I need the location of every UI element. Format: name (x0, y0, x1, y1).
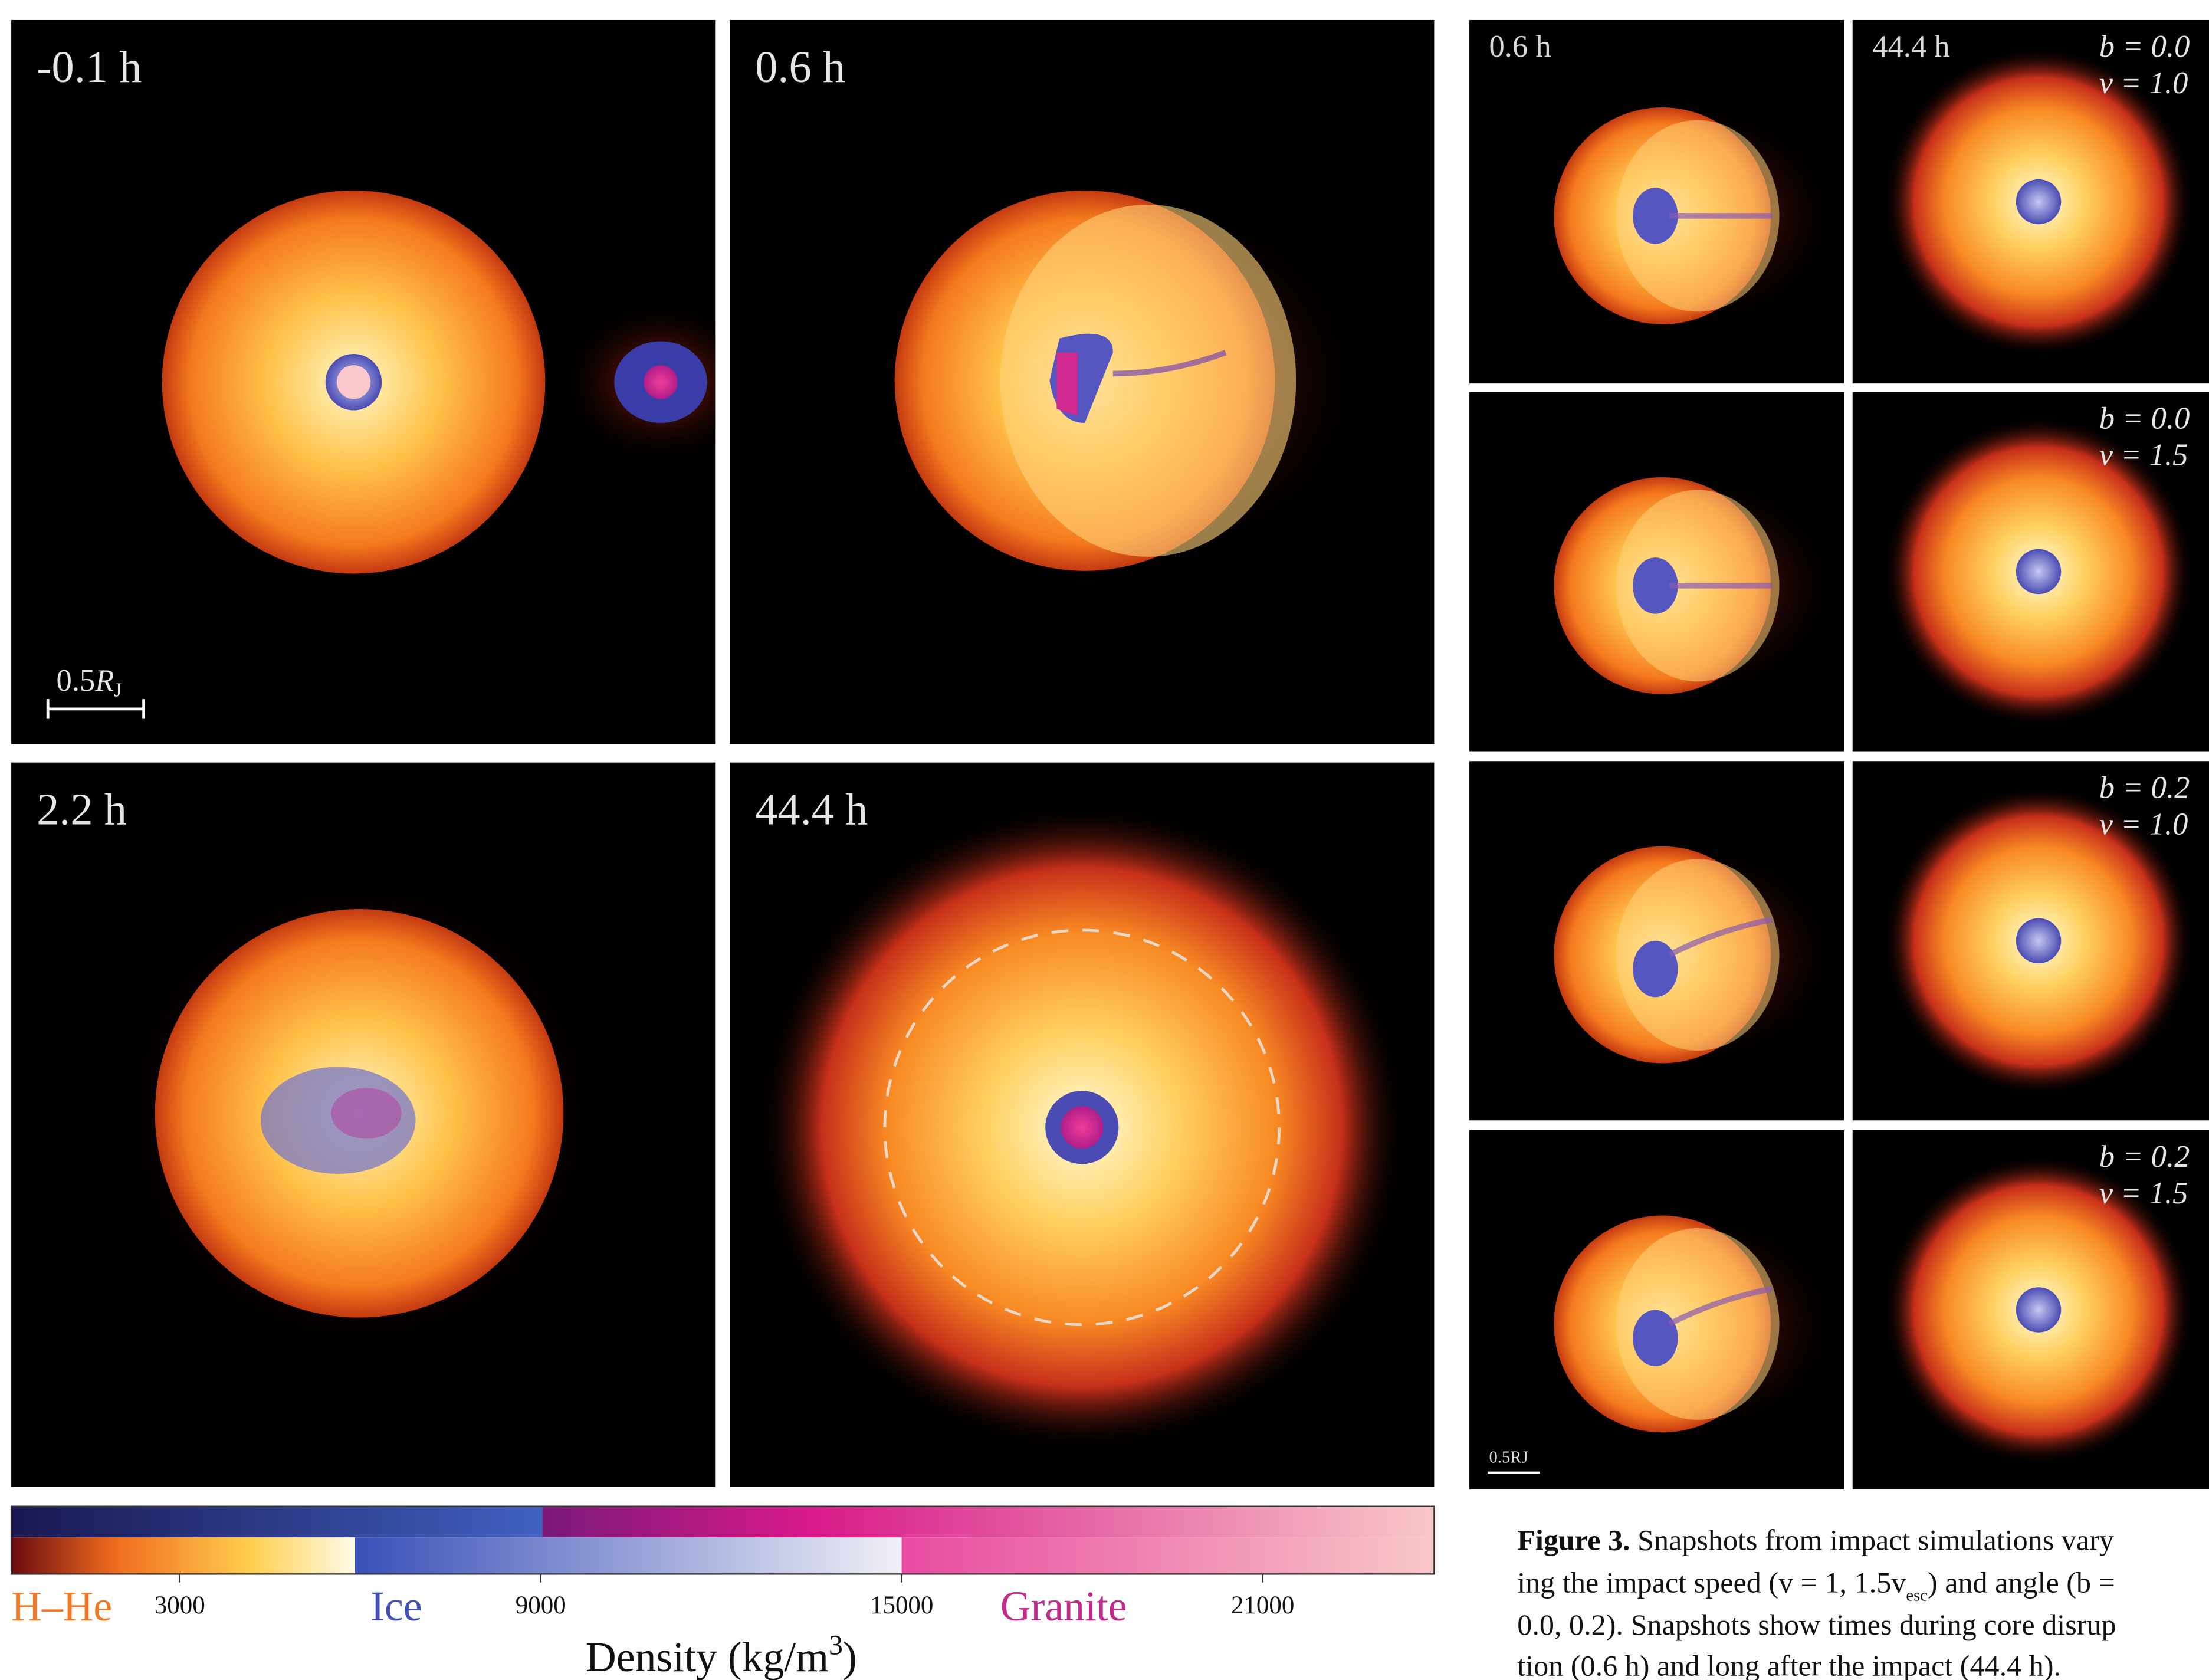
parameter-label: b = 0.0 (2099, 402, 2190, 436)
circle (1061, 1106, 1103, 1149)
core (1633, 1310, 1678, 1367)
time-label: 0.6 h (1489, 29, 1551, 64)
rect (355, 1537, 902, 1574)
parameter-grid: b = 0.0v = 1.0b = 0.0v = 1.5b = 0.2v = 1… (1469, 20, 2209, 1489)
panel: 2.2 h (11, 763, 715, 1487)
parameter-label: b = 0.0 (2099, 29, 2190, 64)
text: ing the impact speed (v = 1, 1.5vesc) an… (1517, 1566, 2115, 1604)
tspan: 0.5 (57, 664, 96, 698)
rect (11, 1537, 355, 1574)
tspan: Figure 3. (1517, 1524, 1630, 1557)
scale-bar-text: R (1510, 1448, 1522, 1467)
rect (902, 1537, 1435, 1574)
tspan: Density (kg/m (586, 1634, 829, 1680)
material-label: Granite (1000, 1583, 1127, 1630)
tspan (1630, 1524, 1638, 1557)
tspan: ing the impact speed (v = 1, 1.5v (1517, 1566, 1906, 1599)
core (2016, 1287, 2061, 1332)
scale-bar-label: 0.5RJ (1489, 1448, 1528, 1467)
time-label: 2.2 h (37, 785, 127, 835)
panel: -0.1 h 0.5RJ (11, 20, 762, 744)
text: 0.0, 0.2). Snapshots show times during c… (1517, 1608, 2116, 1641)
tick-label: 9000 (516, 1592, 566, 1619)
tspan: ) (843, 1634, 857, 1680)
tspan: esc (1906, 1586, 1928, 1605)
tspan: J (114, 679, 122, 701)
parameter-label: v = 1.0 (2099, 807, 2188, 841)
rect (543, 1507, 1435, 1538)
parameter-label: v = 1.0 (2099, 66, 2188, 100)
time-label: 0.6 h (755, 42, 845, 92)
parameter-label: b = 0.2 (2099, 770, 2190, 805)
tick-label: 15000 (870, 1592, 933, 1619)
panel: 0.6 h (730, 20, 1434, 744)
tick-label: 21000 (1231, 1592, 1294, 1619)
tspan: ) and angle (b = (1928, 1566, 2115, 1599)
tspan: 3 (829, 1629, 843, 1661)
scale-bar-text: 0.5 (1489, 1448, 1511, 1467)
figure: -0.1 h 0.5RJ 0.6 h 2.2 h 44.4 h b = 0.0v… (0, 0, 2209, 1680)
g (895, 191, 1367, 571)
ellipse (1000, 205, 1296, 557)
caption: Figure 3. Snapshots from impact simulati… (1517, 1524, 2116, 1680)
tspan: Snapshots from impact simulations vary (1637, 1524, 2114, 1557)
panel: 44.4 h (730, 763, 1434, 1487)
time-label: 44.4 h (1872, 29, 1949, 64)
time-label: -0.1 h (37, 42, 142, 92)
tspan: R (94, 664, 114, 698)
circle (337, 365, 370, 399)
path (1056, 353, 1078, 416)
circle (644, 365, 677, 399)
text: tion (0.6 h) and long after the impact (… (1517, 1649, 2061, 1680)
colorbar-label: Density (kg/m3) (586, 1629, 857, 1680)
core (2016, 179, 2061, 224)
parameter-label: v = 1.5 (2099, 1176, 2188, 1210)
material-label: H–He (11, 1583, 112, 1630)
scale-bar: 0.5RJ (57, 664, 122, 701)
ellipse (331, 1088, 401, 1138)
tick-label: 3000 (155, 1592, 205, 1619)
colorbar: H–He Ice Granite Density (kg/m3) 3000 900… (11, 1507, 1434, 1680)
parameter-label: b = 0.2 (2099, 1140, 2190, 1174)
material-label: Ice (370, 1583, 422, 1630)
rect (11, 1507, 542, 1538)
core (1633, 941, 1678, 998)
time-label: 44.4 h (755, 785, 868, 835)
text: Figure 3. Snapshots from impact simulati… (1517, 1524, 2114, 1557)
core (2016, 918, 2061, 963)
parameter-label: v = 1.5 (2099, 438, 2188, 472)
core (2016, 549, 2061, 594)
scale-bar-text: J (1521, 1448, 1528, 1467)
